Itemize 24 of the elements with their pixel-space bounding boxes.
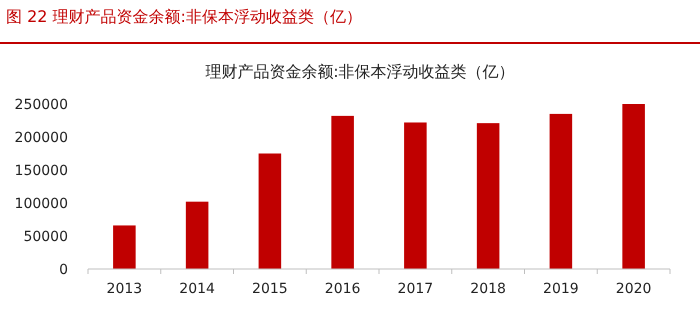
y-tick-label: 150000 (14, 163, 68, 179)
y-tick-label: 200000 (14, 130, 68, 146)
bar (550, 114, 572, 269)
bar (186, 202, 208, 269)
bar (476, 123, 500, 269)
bar (113, 225, 136, 269)
bar (404, 122, 427, 269)
y-tick-label: 0 (59, 262, 68, 278)
x-tick-label: 2017 (398, 281, 434, 297)
chart-title: 理财产品资金余额:非保本浮动收益类（亿） (205, 62, 515, 81)
x-tick-label: 2019 (543, 281, 579, 297)
bar (622, 104, 645, 269)
x-tick-label: 2015 (252, 281, 288, 297)
x-tick-label: 2013 (106, 281, 142, 297)
x-tick-label: 2016 (324, 281, 361, 297)
caption: 图 22 理财产品资金余额:非保本浮动收益类（亿） (6, 7, 362, 26)
x-tick-label: 2014 (179, 281, 216, 297)
bar (258, 154, 282, 269)
x-tick-label: 2018 (470, 281, 506, 297)
x-tick-label: 2020 (616, 281, 652, 297)
y-tick-label: 100000 (14, 196, 68, 212)
y-tick-label: 50000 (23, 229, 68, 245)
bar (331, 116, 354, 269)
y-tick-label: 250000 (14, 97, 68, 113)
